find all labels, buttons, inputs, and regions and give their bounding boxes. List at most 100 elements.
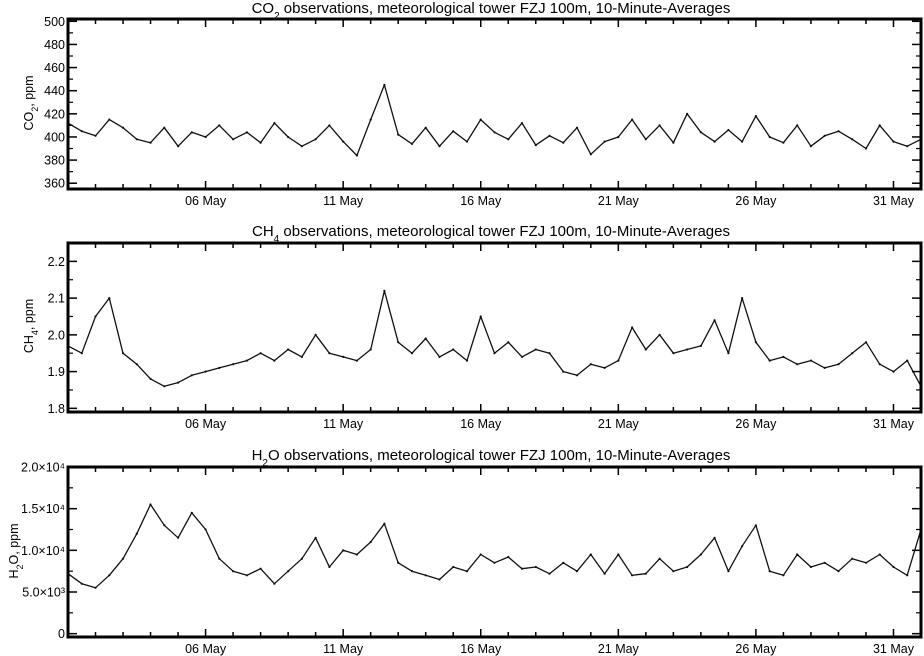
co2-y-tick-label: 440 <box>44 84 65 98</box>
h2o-data-point <box>149 503 152 506</box>
h2o-data-point <box>383 522 386 525</box>
co2-x-tick-label: 26 May <box>735 194 777 208</box>
h2o-data-point <box>644 572 647 575</box>
ch4-y-axis-label: CH4, ppm <box>22 299 40 353</box>
ch4-data-point <box>204 370 207 373</box>
ch4-data-point <box>713 319 716 322</box>
h2o-data-point <box>80 582 83 585</box>
h2o-data-point <box>796 553 799 556</box>
ch4-data-point <box>190 374 193 377</box>
ch4-x-tick-label: 31 May <box>873 417 915 431</box>
h2o-data-point <box>754 524 758 527</box>
h2o-data-point <box>424 574 427 577</box>
h2o-data-point <box>741 545 744 548</box>
co2-data-point <box>631 118 634 121</box>
co2-data-point <box>328 124 331 127</box>
ch4-data-point <box>80 352 83 355</box>
h2o-data-point <box>672 570 675 573</box>
co2-data-point <box>754 115 758 118</box>
ch4-data-point <box>631 326 634 329</box>
ch4-data-point <box>507 341 510 344</box>
co2-data-point <box>383 83 386 86</box>
ch4-data-point <box>782 355 785 358</box>
ch4-data-point <box>300 355 303 358</box>
co2-data-point <box>782 141 785 144</box>
ch4-data-point <box>878 363 881 366</box>
co2-axis-ticks: 06 May 11 May 16 May 21 May 26 May 31 May 360 3… <box>44 15 922 208</box>
ch4-x-tick-label: 26 May <box>735 417 777 431</box>
ch4-data-point <box>369 348 372 351</box>
h2o-data-point <box>355 553 358 556</box>
h2o-data-point <box>438 578 441 581</box>
ch4-data-point <box>232 363 235 366</box>
co2-data-point <box>397 133 400 136</box>
ch4-data-point <box>177 381 180 384</box>
h2o-chart: H2O observations, meteorological tower F… <box>7 447 923 656</box>
h2o-data-point <box>410 570 414 573</box>
ch4-data-point <box>410 352 414 355</box>
h2o-data-point <box>507 555 510 559</box>
co2-data-point <box>245 131 248 134</box>
co2-data-point <box>177 145 180 148</box>
co2-data-point <box>94 134 97 137</box>
ch4-data-point <box>754 341 758 344</box>
h2o-data-point <box>617 553 620 556</box>
ch4-chart-title: CH4 observations, meteorological tower F… <box>252 223 730 245</box>
h2o-data-point <box>218 557 221 560</box>
h2o-data-point <box>713 536 716 539</box>
ch4-data-point <box>314 333 317 336</box>
h2o-data-point <box>273 582 276 585</box>
ch4-data-point <box>617 359 620 362</box>
h2o-x-tick-label: 31 May <box>873 642 915 656</box>
ch4-data-point <box>534 348 537 351</box>
ch4-data-point <box>424 337 427 340</box>
h2o-data-point <box>493 561 496 564</box>
ch4-data-point <box>465 359 469 362</box>
h2o-y-tick-label: 0 <box>58 627 65 641</box>
co2-data-point <box>287 135 290 139</box>
ch4-y-tick-label: 1.8 <box>48 402 65 416</box>
co2-data-point <box>796 124 799 127</box>
h2o-x-tick-label: 16 May <box>460 642 502 656</box>
co2-y-tick-label: 420 <box>44 107 65 121</box>
ch4-y-tick-label: 2.0 <box>48 328 65 342</box>
co2-x-tick-label: 16 May <box>460 194 502 208</box>
co2-data-point <box>727 128 730 132</box>
ch4-data-point <box>135 363 138 366</box>
co2-data-point <box>699 131 703 134</box>
co2-data-point <box>575 126 579 129</box>
co2-data-point <box>713 140 716 143</box>
h2o-y-tick-label: 1.0×10⁴ <box>21 544 65 558</box>
h2o-data-point <box>314 536 317 539</box>
ch4-data-point <box>672 352 675 355</box>
h2o-y-axis-label: H2O, ppm <box>7 523 25 578</box>
h2o-y-tick-label: 5.0×10³ <box>22 586 65 600</box>
co2-data-point <box>355 154 358 157</box>
ch4-data-point <box>658 333 661 336</box>
ch4-data-point <box>94 315 97 318</box>
ch4-data-point <box>644 348 647 351</box>
h2o-y-tick-label: 1.5×10⁴ <box>21 502 65 516</box>
co2-data-point <box>108 118 111 121</box>
co2-chart: CO2 observations, meteorological tower F… <box>22 0 923 208</box>
co2-data-point <box>438 145 441 148</box>
h2o-data-point <box>465 570 469 573</box>
h2o-data-point <box>699 553 703 556</box>
h2o-data-point <box>837 570 840 573</box>
h2o-data-point <box>878 553 881 556</box>
h2o-data-point <box>177 536 180 539</box>
co2-data-point <box>644 138 647 141</box>
ch4-data-point <box>837 363 840 366</box>
co2-x-tick-label: 31 May <box>873 194 915 208</box>
ch4-data-point <box>809 359 813 362</box>
ch4-data-point <box>548 352 551 355</box>
h2o-data-point <box>892 565 895 569</box>
ch4-data-point <box>355 359 358 362</box>
ch4-data-point <box>562 370 565 373</box>
co2-data-point <box>617 135 620 139</box>
ch4-axis-ticks: 06 May 11 May 16 May 21 May 26 May 31 May 1.8 1… <box>48 243 922 431</box>
h2o-data-point <box>562 561 565 564</box>
co2-y-tick-label: 400 <box>44 130 65 144</box>
co2-chart-title: CO2 observations, meteorological tower F… <box>252 0 731 22</box>
h2o-data-point <box>342 549 345 552</box>
